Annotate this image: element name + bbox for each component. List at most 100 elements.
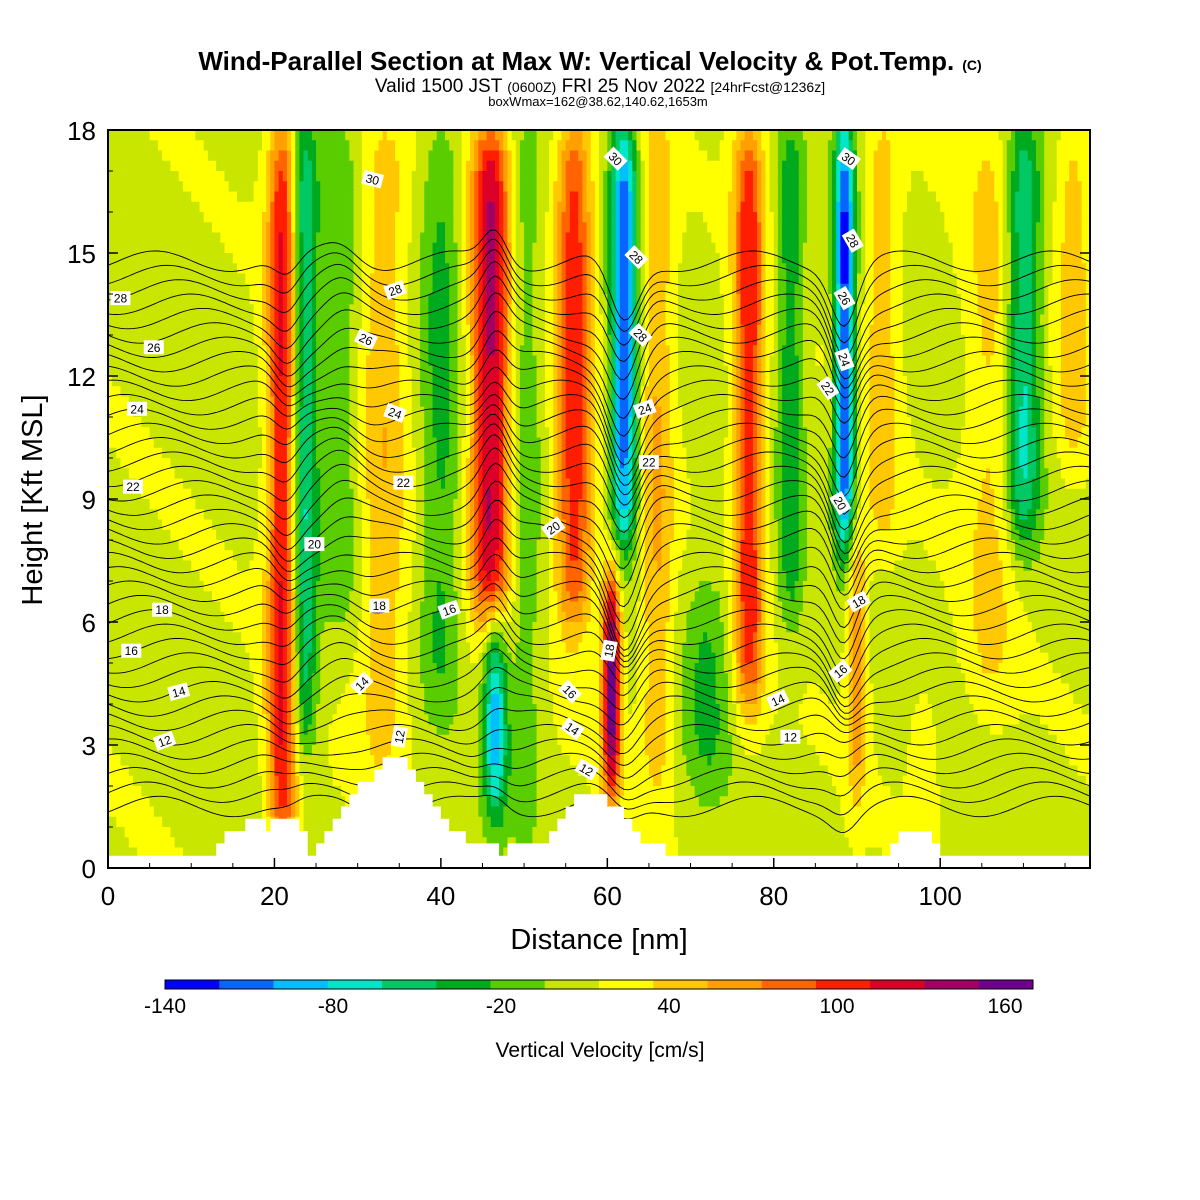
velocity-cell <box>1010 263 1020 275</box>
velocity-cell <box>752 396 758 408</box>
velocity-cell <box>295 140 301 152</box>
velocity-cell <box>682 560 725 572</box>
velocity-cell <box>507 396 513 408</box>
velocity-cell <box>640 509 646 521</box>
velocity-cell <box>108 314 255 326</box>
velocity-cell <box>261 232 267 244</box>
velocity-cell <box>507 458 513 469</box>
velocity-cell <box>507 499 513 510</box>
velocity-cell <box>295 130 301 141</box>
velocity-cell <box>407 683 425 695</box>
velocity-cell <box>511 386 517 398</box>
velocity-cell <box>278 242 284 254</box>
velocity-cell <box>836 478 841 490</box>
velocity-cell <box>615 232 621 244</box>
velocity-cell <box>486 509 492 521</box>
velocity-cell <box>607 242 613 254</box>
velocity-cell <box>474 140 479 152</box>
velocity-cell <box>1052 253 1062 264</box>
velocity-cell <box>1044 253 1054 264</box>
velocity-cell <box>120 386 259 398</box>
velocity-cell <box>1006 437 1012 449</box>
velocity-cell <box>499 519 504 531</box>
velocity-cell <box>977 499 995 510</box>
velocity-cell <box>586 191 596 203</box>
velocity-cell <box>282 714 288 726</box>
velocity-cell <box>840 130 850 141</box>
velocity-cell <box>590 611 600 623</box>
velocity-cell <box>757 365 762 377</box>
velocity-cell <box>503 509 509 521</box>
velocity-cell <box>619 427 629 439</box>
velocity-cell <box>998 242 1004 254</box>
velocity-cell <box>777 396 783 408</box>
velocity-cell <box>461 140 471 152</box>
velocity-cell <box>108 253 234 264</box>
velocity-cell <box>561 509 571 521</box>
velocity-cell <box>777 570 787 582</box>
velocity-cell <box>736 499 742 510</box>
velocity-cell <box>615 519 621 531</box>
velocity-cell <box>890 253 904 264</box>
velocity-cell <box>640 242 646 254</box>
velocity-cell <box>457 376 467 387</box>
velocity-cell <box>461 591 471 603</box>
velocity-cell <box>761 591 767 603</box>
velocity-cell <box>474 191 479 203</box>
velocity-cell <box>453 181 463 193</box>
velocity-cell <box>678 591 696 603</box>
velocity-cell <box>632 386 638 398</box>
velocity-cell <box>474 376 479 387</box>
velocity-cell <box>295 427 301 439</box>
velocity-cell <box>490 519 500 531</box>
velocity-cell <box>1035 150 1045 162</box>
velocity-cell <box>499 140 504 152</box>
velocity-cell <box>998 212 1004 223</box>
velocity-cell <box>761 437 767 449</box>
velocity-cell <box>445 478 459 490</box>
velocity-cell <box>798 570 808 582</box>
velocity-cell <box>732 529 737 541</box>
velocity-cell <box>499 335 504 346</box>
velocity-cell <box>628 499 633 510</box>
velocity-cell <box>561 222 571 234</box>
velocity-cell <box>108 529 172 541</box>
velocity-cell <box>994 324 1004 336</box>
velocity-cell <box>536 714 554 726</box>
velocity-cell <box>270 611 276 623</box>
velocity-cell <box>424 212 454 223</box>
velocity-cell <box>420 232 438 244</box>
velocity-cell <box>727 396 733 408</box>
velocity-cell <box>486 519 492 531</box>
velocity-cell <box>507 673 534 685</box>
velocity-cell <box>266 417 271 428</box>
velocity-cell <box>761 622 767 633</box>
velocity-cell <box>295 222 301 234</box>
velocity-cell <box>553 560 563 572</box>
velocity-cell <box>1060 396 1087 408</box>
velocity-cell <box>270 652 276 664</box>
velocity-cell <box>474 150 479 162</box>
velocity-cell <box>1015 540 1041 551</box>
velocity-cell <box>499 540 504 551</box>
velocity-cell <box>320 693 342 705</box>
velocity-cell <box>274 581 280 592</box>
velocity-cell <box>382 458 388 469</box>
velocity-cell <box>291 294 296 305</box>
velocity-cell <box>965 345 983 357</box>
velocity-cell <box>1040 714 1091 726</box>
velocity-cell <box>203 212 263 223</box>
velocity-cell <box>765 499 771 510</box>
velocity-cell <box>765 242 775 254</box>
velocity-cell <box>457 345 467 357</box>
velocity-cell <box>420 673 459 685</box>
velocity-cell <box>757 222 762 234</box>
velocity-cell <box>503 181 509 193</box>
velocity-cell <box>474 222 479 234</box>
velocity-cell <box>1002 283 1012 295</box>
velocity-cell <box>311 693 321 705</box>
velocity-cell <box>108 130 151 141</box>
velocity-cell <box>270 365 276 377</box>
velocity-cell <box>291 642 296 654</box>
velocity-cell <box>503 663 509 674</box>
